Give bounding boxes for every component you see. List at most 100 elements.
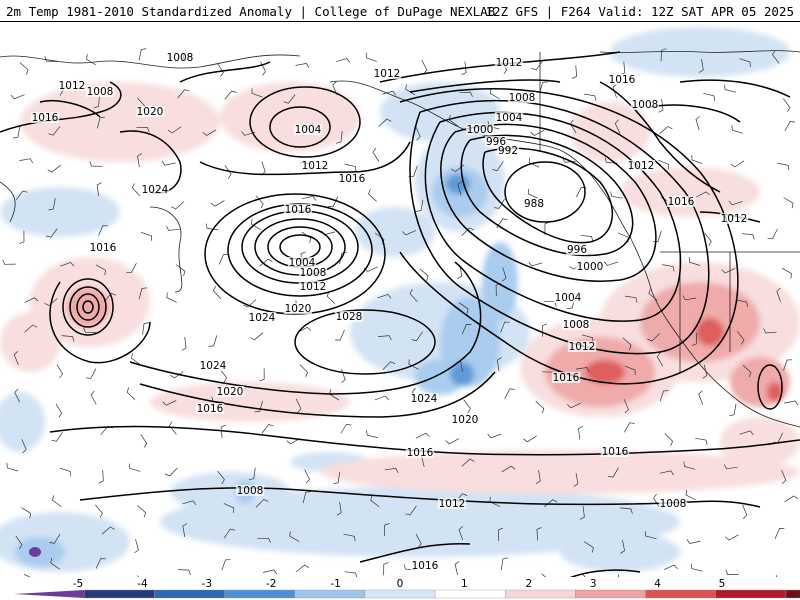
wind-barb — [218, 254, 229, 265]
isobar-label: 1008 — [660, 498, 687, 510]
wind-barb — [49, 533, 61, 544]
wind-barb — [500, 557, 508, 570]
isobar-label: 1028 — [336, 311, 363, 323]
wind-barb — [223, 503, 235, 513]
wind-barb — [295, 63, 310, 68]
colorbar-segment — [645, 589, 717, 599]
isobar-label: 1008 — [509, 92, 536, 104]
wind-barb — [664, 433, 674, 446]
wind-barb — [171, 201, 185, 210]
isobar-label-bg — [198, 360, 228, 371]
isobar-label-bg — [287, 257, 317, 268]
wind-barb — [6, 462, 18, 472]
colorbar-tick-label: 4 — [654, 578, 661, 590]
isobar-label: 1000 — [467, 124, 494, 136]
isobar-label-bg — [567, 341, 597, 352]
wind-barb — [487, 433, 502, 439]
wind-barb — [212, 286, 222, 300]
wind-barb — [691, 154, 703, 164]
isobar-label-bg — [85, 86, 115, 97]
wind-barb — [286, 438, 301, 445]
wind-barb — [741, 233, 755, 240]
wind-barb — [660, 48, 667, 62]
wind-barb — [343, 533, 356, 542]
wind-barb — [208, 335, 218, 347]
isobar-label-bg — [600, 446, 630, 457]
wind-barb — [131, 183, 141, 197]
wind-barb — [624, 295, 638, 303]
wind-barb — [169, 421, 177, 435]
isobar-label-bg — [334, 311, 364, 322]
isobar-label: 1020 — [452, 414, 479, 426]
wind-barb — [205, 223, 219, 231]
isobar-label: 1012 — [496, 57, 523, 69]
wind-barb — [126, 387, 136, 400]
wind-barb — [344, 163, 357, 172]
wind-barb — [304, 469, 310, 484]
run-valid-time: 12Z GFS | F264 Valid: 12Z SAT APR 05 202… — [485, 4, 794, 19]
isobar-label: 1008 — [300, 267, 327, 279]
isobar-label-bg — [566, 244, 588, 255]
wind-barb — [659, 126, 673, 134]
wind-barb — [421, 60, 428, 74]
isobar-label: 1024 — [249, 312, 276, 324]
wind-barb — [136, 126, 150, 133]
isobar-label-bg — [607, 74, 637, 85]
wind-barb — [783, 98, 791, 112]
wind-barb — [140, 434, 148, 448]
isobar-label-bg — [293, 124, 323, 135]
wind-barb — [130, 353, 141, 365]
wind-barb — [663, 564, 678, 570]
wind-barb — [528, 261, 543, 267]
wind-barb — [659, 390, 669, 402]
wind-barb — [658, 159, 669, 170]
isobar-label: 1016 — [668, 196, 695, 208]
wind-barb — [332, 81, 338, 96]
isobar-label-bg — [235, 485, 265, 496]
isobar-label-bg — [666, 196, 696, 207]
isobar-label-bg — [405, 447, 435, 458]
wind-barb — [89, 161, 103, 167]
wind-barb — [372, 147, 380, 162]
wind-barb — [571, 65, 577, 79]
wind-barb — [658, 98, 664, 113]
wind-barb — [164, 467, 178, 477]
wind-barb — [177, 89, 190, 99]
wind-barb — [210, 200, 225, 207]
colorbar-tick-label: 1 — [461, 578, 468, 590]
isobar-label: 1008 — [87, 86, 114, 98]
colorbar-tick-label: -5 — [73, 578, 83, 590]
wind-barb — [85, 368, 97, 379]
wind-barb — [416, 199, 424, 212]
isobar-label-bg — [247, 312, 277, 323]
wind-barb — [461, 61, 467, 76]
wind-barb — [573, 472, 579, 487]
anomaly-map[interactable]: 1016101210081016102010241016100410121012… — [0, 22, 800, 577]
wind-barb — [584, 541, 594, 553]
isobar-label-bg — [719, 213, 749, 224]
strong-cold-anomaly — [29, 547, 41, 557]
isobar-label-bg — [410, 560, 440, 571]
isobar-label: 1016 — [412, 560, 439, 572]
isobar-label: 1004 — [555, 292, 582, 304]
isobar-label: 1016 — [32, 112, 59, 124]
isobar-label-bg — [337, 173, 367, 184]
wind-barb — [374, 395, 389, 401]
colorbar-tick-label: 0 — [397, 578, 404, 590]
wind-barb — [255, 499, 269, 508]
wind-barb — [504, 388, 515, 399]
wind-barb — [496, 218, 508, 229]
isobar-label: 1024 — [411, 393, 438, 405]
wind-barb — [683, 461, 696, 470]
wind-barb — [24, 297, 39, 303]
colorbar-segment — [575, 589, 646, 599]
wind-barb — [686, 539, 701, 544]
wind-barb — [583, 93, 597, 101]
wind-barb — [739, 58, 751, 68]
colorbar-tick-label: 3 — [590, 578, 597, 590]
wind-barb — [21, 507, 32, 519]
colorbar-graphic: -5 -4 -3 -2 -1 0 1 2 3 4 5 — [14, 578, 800, 599]
wind-barb — [177, 569, 191, 576]
wind-barb — [302, 491, 311, 504]
wind-barb — [382, 361, 396, 370]
